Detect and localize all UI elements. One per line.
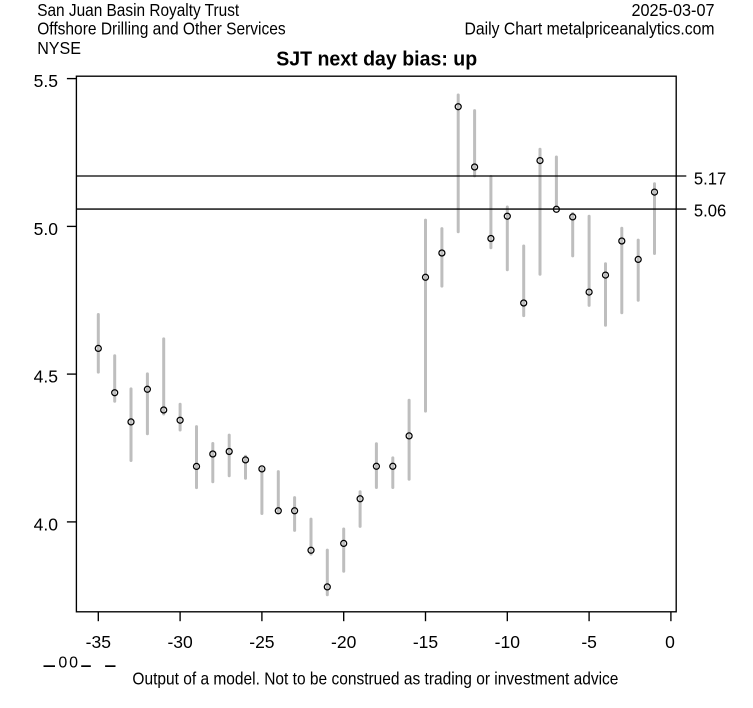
svg-text:-10: -10 xyxy=(495,632,521,652)
svg-text:San Juan Basin Royalty Trust: San Juan Basin Royalty Trust xyxy=(37,0,239,20)
svg-text:2025-03-07: 2025-03-07 xyxy=(632,0,715,20)
svg-text:0: 0 xyxy=(665,632,675,652)
svg-text:NYSE: NYSE xyxy=(37,38,81,58)
svg-text:-20: -20 xyxy=(331,632,357,652)
svg-text:-5: -5 xyxy=(581,632,597,652)
svg-text:SJT next day bias: up: SJT next day bias: up xyxy=(276,49,477,71)
svg-text:5.0: 5.0 xyxy=(34,219,59,239)
svg-text:0: 0 xyxy=(58,655,67,672)
svg-text:-25: -25 xyxy=(249,632,274,652)
svg-text:Offshore Drilling and Other Se: Offshore Drilling and Other Services xyxy=(37,19,286,39)
svg-text:Daily Chart metalpriceanalytic: Daily Chart metalpriceanalytics.com xyxy=(465,19,715,39)
svg-text:Output of a model. Not to be c: Output of a model. Not to be construed a… xyxy=(132,669,618,689)
svg-text:4.0: 4.0 xyxy=(34,514,59,534)
svg-text:-30: -30 xyxy=(167,632,193,652)
svg-text:-35: -35 xyxy=(86,632,111,652)
svg-text:0: 0 xyxy=(69,655,78,672)
svg-text:5.17: 5.17 xyxy=(694,168,726,188)
svg-text:4.5: 4.5 xyxy=(34,367,58,387)
svg-text:5.5: 5.5 xyxy=(34,71,58,91)
svg-text:-15: -15 xyxy=(413,632,438,652)
svg-text:5.06: 5.06 xyxy=(694,201,726,221)
